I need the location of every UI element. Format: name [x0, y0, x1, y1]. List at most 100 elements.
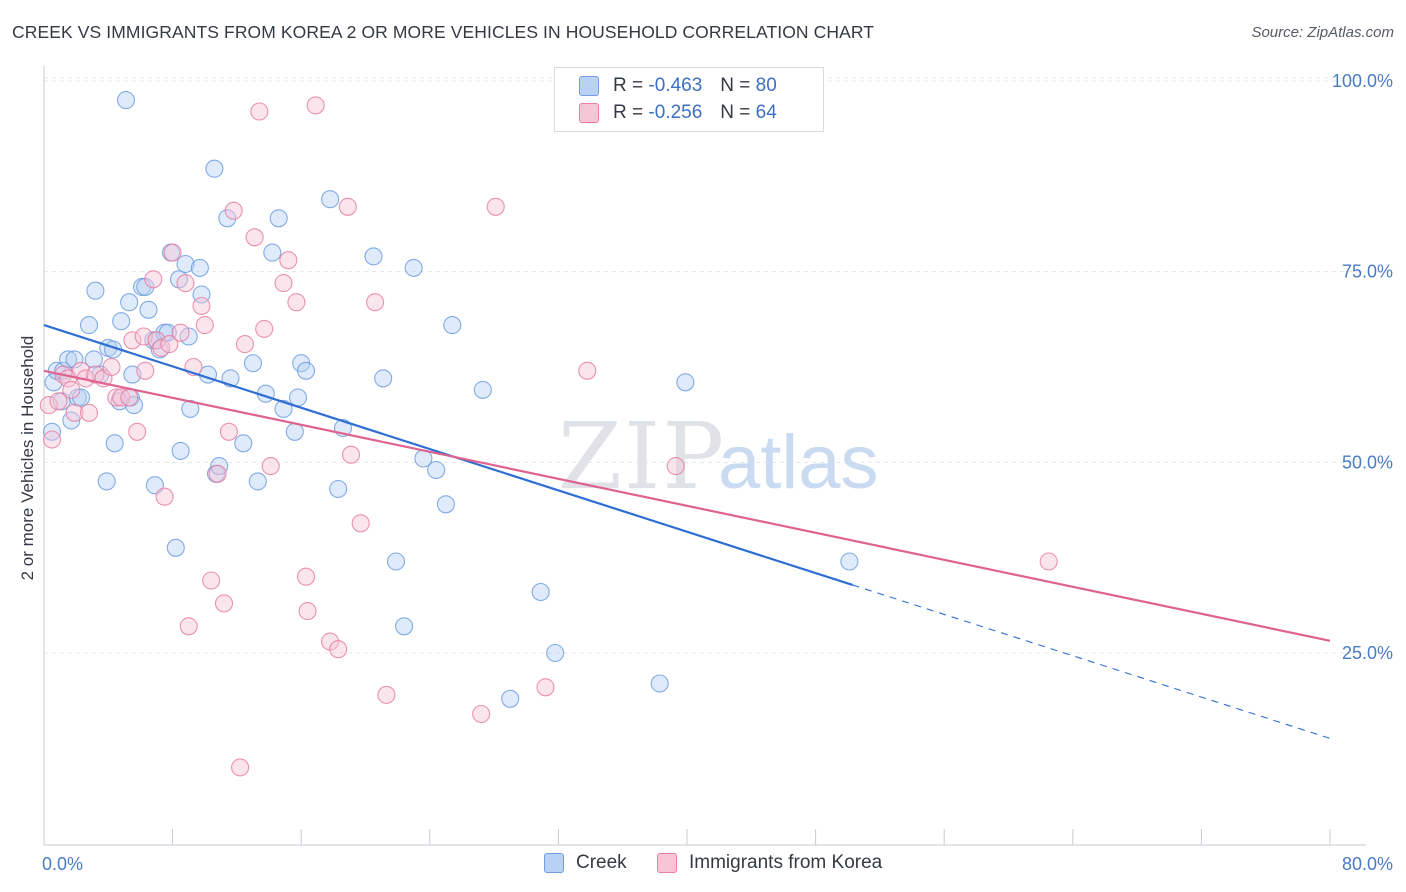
y-tick-label-50: 50.0% — [1342, 452, 1393, 472]
creek-point-21 — [120, 293, 139, 312]
creek-point-60 — [321, 190, 340, 209]
korea-point-26 — [171, 323, 190, 342]
korea-point-39 — [245, 228, 264, 247]
korea-r-label: R = — [613, 102, 644, 123]
y-tick-label-100: 100.0% — [1332, 71, 1393, 91]
korea-point-40 — [250, 102, 269, 121]
korea-point-44 — [279, 251, 298, 270]
stats-legend-row-creek: R = -0.463 N = 80 — [579, 73, 777, 99]
korea-point-57 — [486, 197, 505, 216]
creek-point-12 — [86, 281, 105, 300]
creek-point-41 — [190, 258, 209, 277]
creek-point-47 — [218, 209, 237, 228]
creek-point-64 — [374, 369, 393, 388]
x-tick-labels: 0.0% 80.0% — [42, 854, 1393, 874]
korea-point-48 — [306, 96, 325, 115]
legend-creek-label: Creek — [576, 852, 627, 873]
creek-point-17 — [105, 434, 124, 453]
creek-point-51 — [248, 472, 267, 491]
creek-r-label: R = — [613, 75, 644, 96]
creek-point-10 — [79, 316, 99, 335]
korea-point-38 — [235, 335, 254, 354]
korea-point-43 — [274, 274, 293, 293]
creek-point-61 — [329, 479, 348, 499]
creek-point-27 — [139, 300, 158, 319]
creek-point-40 — [181, 399, 200, 418]
korea-point-47 — [298, 602, 317, 621]
creek-point-65 — [386, 552, 406, 571]
stats-legend: R = -0.463 N = 80 R = -0.256 N = 64 — [554, 67, 824, 132]
legend-korea-label: Immigrants from Korea — [689, 852, 883, 873]
creek-point-76 — [650, 674, 669, 693]
creek-point-11 — [84, 350, 103, 369]
creek-point-38 — [176, 254, 195, 274]
korea-point-42 — [261, 457, 280, 476]
korea-point-17 — [128, 422, 147, 441]
creek-point-50 — [243, 354, 263, 373]
axes — [43, 66, 1366, 846]
creek-point-72 — [473, 380, 492, 399]
korea-point-2 — [49, 392, 68, 411]
creek-point-55 — [274, 399, 293, 418]
creek-point-44 — [205, 159, 224, 178]
korea-point-30 — [192, 296, 211, 316]
creek-point-67 — [404, 258, 423, 277]
watermark: ZIP atlas — [558, 403, 879, 510]
creek-r-value: -0.463 — [648, 75, 703, 96]
legend-creek-swatch — [544, 853, 564, 873]
creek-point-66 — [395, 617, 414, 636]
series-legend: Creek Immigrants from Korea — [0, 852, 1406, 878]
creek-point-49 — [234, 434, 253, 453]
creek-swatch — [579, 76, 599, 96]
creek-point-56 — [285, 422, 304, 441]
creek-point-71 — [443, 316, 462, 335]
creek-point-29 — [145, 476, 164, 495]
korea-point-37 — [231, 758, 250, 777]
korea-r-value: -0.256 — [648, 102, 703, 123]
creek-trend-extension — [852, 584, 1331, 739]
korea-point-5 — [62, 380, 81, 399]
korea-point-6 — [65, 403, 84, 422]
korea-point-25 — [163, 243, 182, 262]
creek-point-74 — [531, 582, 550, 602]
korea-point-51 — [338, 197, 357, 216]
korea-point-0 — [39, 396, 58, 415]
creek-point-0 — [42, 422, 62, 441]
korea-point-16 — [123, 331, 142, 350]
korea-point-19 — [136, 361, 155, 380]
creek-point-77 — [676, 373, 695, 392]
korea-trend-line — [43, 369, 1331, 642]
series-korea-points — [39, 96, 1058, 777]
creek-point-46 — [210, 457, 229, 476]
watermark-atlas: atlas — [718, 420, 879, 505]
creek-point-70 — [436, 495, 455, 514]
legend-item-creek[interactable]: Creek — [544, 852, 627, 874]
korea-point-1 — [42, 430, 62, 449]
korea-point-46 — [296, 567, 316, 586]
korea-point-12 — [102, 357, 121, 377]
y-tick-label-75: 75.0% — [1342, 262, 1393, 282]
korea-point-58 — [536, 678, 555, 697]
y-tick-labels: 25.0% 50.0% 75.0% 100.0% — [1332, 71, 1393, 663]
legend-korea-swatch — [657, 853, 677, 873]
creek-point-7 — [65, 350, 84, 369]
creek-point-14 — [97, 472, 116, 491]
x-tick-label-80: 80.0% — [1342, 854, 1393, 874]
korea-point-34 — [214, 594, 234, 613]
korea-point-56 — [472, 704, 491, 724]
creek-point-35 — [166, 538, 185, 557]
creek-point-57 — [288, 388, 308, 407]
creek-point-19 — [112, 312, 131, 331]
korea-point-27 — [176, 274, 195, 293]
creek-point-63 — [364, 247, 383, 266]
creek-n-value: 80 — [755, 75, 777, 96]
korea-point-28 — [179, 617, 198, 636]
creek-point-9 — [71, 388, 91, 407]
korea-n-label: N = — [720, 102, 751, 123]
creek-point-73 — [501, 689, 520, 708]
source-credit: Source: ZipAtlas.com — [1251, 24, 1394, 41]
legend-item-korea[interactable]: Immigrants from Korea — [657, 852, 882, 874]
creek-point-59 — [296, 361, 316, 380]
korea-point-36 — [224, 201, 243, 220]
